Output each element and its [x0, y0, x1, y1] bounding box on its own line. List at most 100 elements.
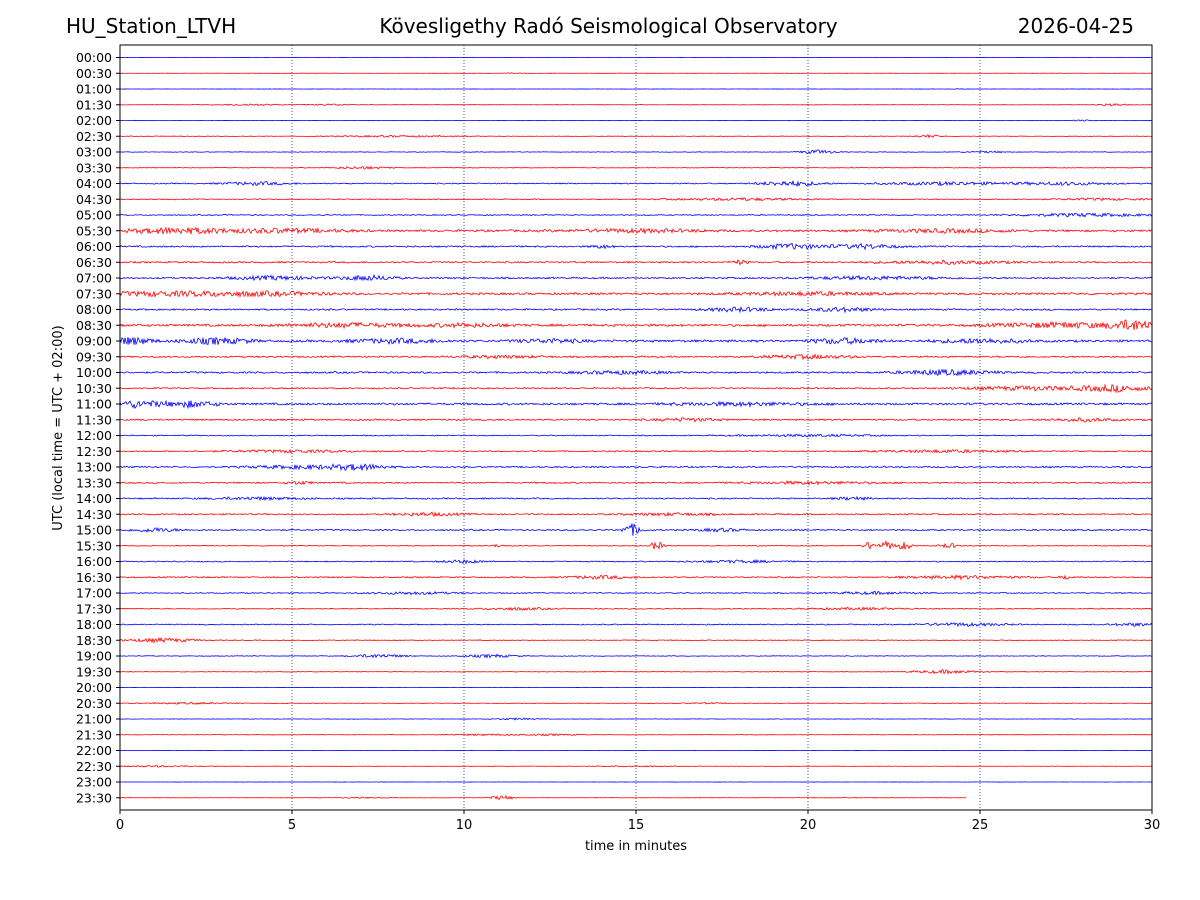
trace-1930 — [119, 669, 1153, 675]
row-label: 23:30 — [76, 790, 112, 805]
x-tick-label: 20 — [800, 818, 817, 833]
row-label: 03:00 — [76, 145, 112, 160]
row-label: 18:00 — [76, 617, 112, 632]
row-label: 22:30 — [76, 759, 112, 774]
trace-2030 — [119, 701, 1153, 705]
x-tick-label: 0 — [116, 818, 124, 833]
row-label: 07:30 — [76, 286, 112, 301]
trace-0200 — [119, 119, 1153, 122]
trace-1130 — [119, 417, 1153, 423]
row-label: 09:30 — [76, 349, 112, 364]
trace-1600 — [119, 558, 1153, 565]
row-label: 19:30 — [76, 664, 112, 679]
trace-0100 — [119, 88, 1153, 90]
trace-1500 — [119, 523, 1153, 536]
row-label: 04:00 — [76, 176, 112, 191]
grid-layer — [291, 45, 981, 810]
trace-2230 — [119, 764, 1153, 768]
x-axis: 0 5 10 15 20 25 30 — [116, 810, 1160, 833]
x-tick-label: 30 — [1144, 818, 1161, 833]
row-label: 09:00 — [76, 334, 112, 349]
row-label: 01:30 — [76, 97, 112, 112]
row-label: 06:30 — [76, 255, 112, 270]
row-label: 20:00 — [76, 680, 112, 695]
trace-1530 — [119, 540, 1153, 550]
x-tick-label: 5 — [288, 818, 296, 833]
row-label: 00:30 — [76, 66, 112, 81]
row-label: 05:30 — [76, 223, 112, 238]
row-label: 06:00 — [76, 239, 112, 254]
trace-layer — [119, 56, 1153, 801]
x-tick-label: 10 — [456, 818, 473, 833]
trace-1400 — [119, 495, 1153, 502]
row-label: 05:00 — [76, 208, 112, 223]
row-label: 19:00 — [76, 649, 112, 664]
row-label: 17:00 — [76, 586, 112, 601]
row-label: 17:30 — [76, 601, 112, 616]
trace-1300 — [119, 463, 1153, 472]
observatory-title: Kövesligethy Radó Seismological Observat… — [379, 14, 838, 38]
trace-0900 — [119, 336, 1153, 346]
row-label: 00:00 — [76, 50, 112, 65]
trace-1100 — [119, 399, 1153, 410]
row-label: 10:30 — [76, 381, 112, 396]
x-tick-label: 25 — [972, 818, 989, 833]
row-label: 15:00 — [76, 523, 112, 538]
row-label: 16:00 — [76, 554, 112, 569]
row-label: 22:00 — [76, 743, 112, 758]
row-label: 11:30 — [76, 412, 112, 427]
record-date: 2026-04-25 — [1017, 14, 1134, 38]
trace-1030 — [119, 383, 1153, 394]
trace-0230 — [119, 134, 1153, 139]
trace-0700 — [119, 274, 1153, 282]
trace-0430 — [119, 197, 1153, 202]
trace-0530 — [119, 226, 1153, 236]
trace-0830 — [119, 319, 1153, 330]
y-axis: 00:0000:3001:0001:3002:0002:3003:0003:30… — [76, 50, 120, 805]
row-label: 21:30 — [76, 727, 112, 742]
row-label: 16:30 — [76, 570, 112, 585]
row-label: 14:30 — [76, 507, 112, 522]
row-label: 20:30 — [76, 696, 112, 711]
row-label: 07:00 — [76, 271, 112, 286]
row-label: 08:00 — [76, 302, 112, 317]
row-label: 02:30 — [76, 129, 112, 144]
trace-0300 — [119, 149, 1153, 155]
row-label: 11:00 — [76, 397, 112, 412]
row-label: 08:30 — [76, 318, 112, 333]
trace-1430 — [119, 511, 1153, 517]
trace-0330 — [119, 165, 1153, 170]
row-label: 13:30 — [76, 475, 112, 490]
trace-1000 — [119, 368, 1153, 377]
trace-1330 — [119, 480, 1153, 486]
x-axis-label: time in minutes — [585, 839, 687, 854]
row-label: 12:00 — [76, 428, 112, 443]
row-label: 23:00 — [76, 775, 112, 790]
row-label: 18:30 — [76, 633, 112, 648]
trace-0400 — [119, 180, 1153, 187]
trace-0500 — [119, 212, 1153, 218]
trace-0930 — [119, 353, 1153, 361]
trace-2130 — [119, 733, 1153, 737]
y-axis-label: UTC (local time = UTC + 02:00) — [51, 325, 66, 530]
trace-2100 — [119, 717, 1153, 721]
trace-0800 — [119, 306, 1153, 314]
row-label: 02:00 — [76, 113, 112, 128]
trace-0130 — [119, 103, 1153, 107]
trace-0030 — [119, 72, 1153, 74]
trace-2330 — [119, 795, 967, 801]
trace-1800 — [119, 621, 1153, 627]
trace-1900 — [119, 653, 1153, 659]
row-label: 21:00 — [76, 712, 112, 727]
trace-1630 — [119, 574, 1153, 581]
row-label: 04:30 — [76, 192, 112, 207]
row-label: 10:00 — [76, 365, 112, 380]
row-label: 15:30 — [76, 538, 112, 553]
x-tick-label: 15 — [628, 818, 645, 833]
trace-1730 — [119, 606, 1153, 612]
row-label: 03:30 — [76, 160, 112, 175]
trace-0730 — [119, 289, 1153, 299]
row-label: 13:00 — [76, 460, 112, 475]
station-name: HU_Station_LTVH — [66, 14, 237, 38]
